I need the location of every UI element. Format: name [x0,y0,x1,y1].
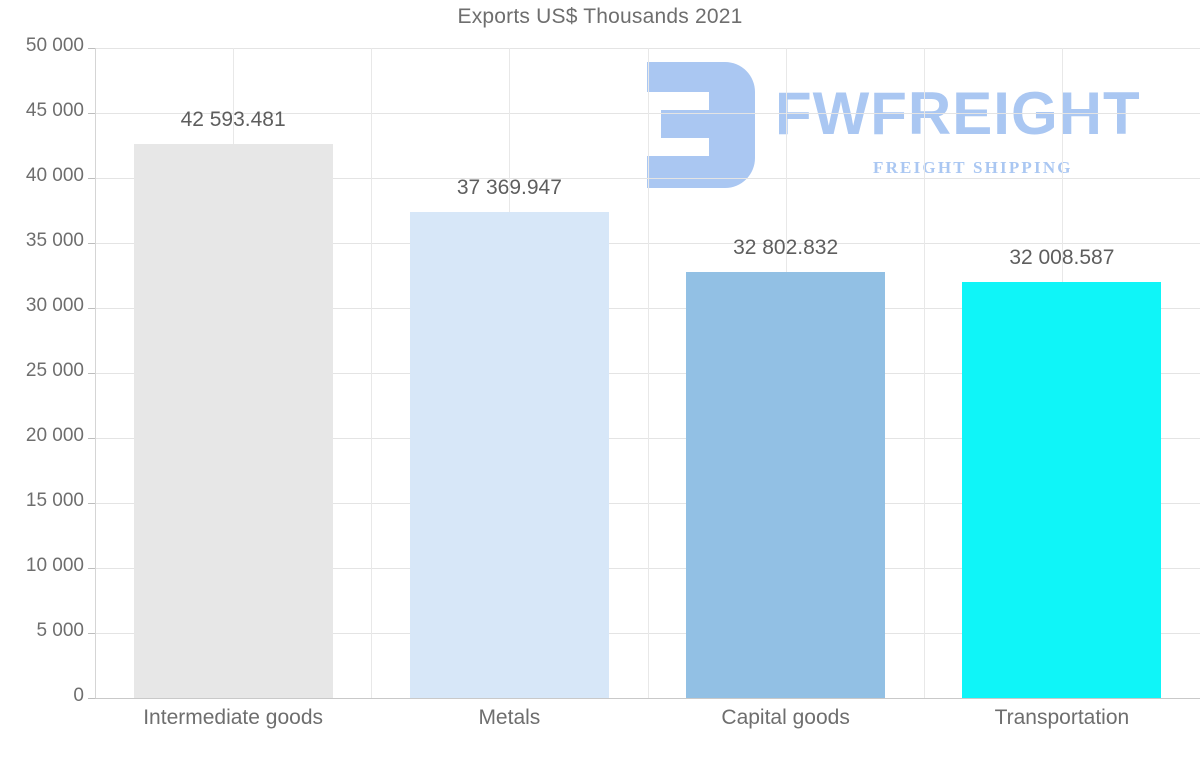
x-axis-tick-label: Metals [478,706,541,729]
y-axis-tick-mark [88,178,95,179]
y-axis-tick-mark [88,48,95,49]
x-axis-tick-label: Intermediate goods [143,706,324,729]
bar[interactable] [409,212,609,698]
y-axis-tick-label: 0 [73,685,84,706]
y-axis-tick-mark [88,698,95,699]
gridline-vertical [371,48,372,698]
gridline-horizontal [95,438,1200,439]
bar-value-label: 32 802.832 [733,235,839,259]
bar-value-label: 37 369.947 [456,176,562,200]
y-axis-tick-label: 5 000 [36,620,84,641]
x-axis-tick-label: Transportation [994,706,1130,729]
bar-value-label: 42 593.481 [180,108,286,132]
gridline-horizontal [95,178,1200,179]
y-axis-tick-mark [88,568,95,569]
y-axis-tick-label: 35 000 [25,230,84,251]
chart-title: Exports US$ Thousands 2021 [457,5,743,28]
bar-value-label: 32 008.587 [1009,245,1115,269]
gridline-horizontal [95,48,1200,49]
gridline-horizontal [95,373,1200,374]
y-axis-tick-label: 40 000 [25,165,84,186]
y-axis-tick-labels: 0 5 000 10 000 15 000 20 000 25 000 30 000 35 0… [0,0,84,763]
gridline-horizontal [95,113,1200,114]
gridline-horizontal [95,503,1200,504]
y-axis-tick-label: 50 000 [25,35,84,56]
y-axis-tick-mark [88,113,95,114]
y-axis-line [95,48,96,699]
y-axis-tick-label: 20 000 [25,425,84,446]
y-axis-tick-label: 10 000 [25,555,84,576]
y-axis-tick-label: 25 000 [25,360,84,381]
y-axis-tick-mark [88,633,95,634]
bar[interactable] [686,271,886,698]
bar[interactable] [133,144,333,698]
bar[interactable] [962,281,1162,698]
plot-area [95,48,1200,699]
y-axis-tick-label: 15 000 [25,490,84,511]
y-axis-tick-mark [88,243,95,244]
y-axis-tick-label: 45 000 [25,100,84,121]
y-axis-tick-mark [88,308,95,309]
gridline-horizontal [95,568,1200,569]
x-axis-tick-label: Capital goods [721,706,850,729]
gridline-vertical [648,48,649,698]
gridline-vertical [924,48,925,698]
x-axis-line [95,698,1200,699]
y-axis-tick-mark [88,503,95,504]
y-axis-tick-mark [88,438,95,439]
y-axis-tick-mark [88,373,95,374]
y-axis-tick-label: 30 000 [25,295,84,316]
gridline-horizontal [95,243,1200,244]
gridline-horizontal [95,308,1200,309]
gridline-horizontal [95,633,1200,634]
